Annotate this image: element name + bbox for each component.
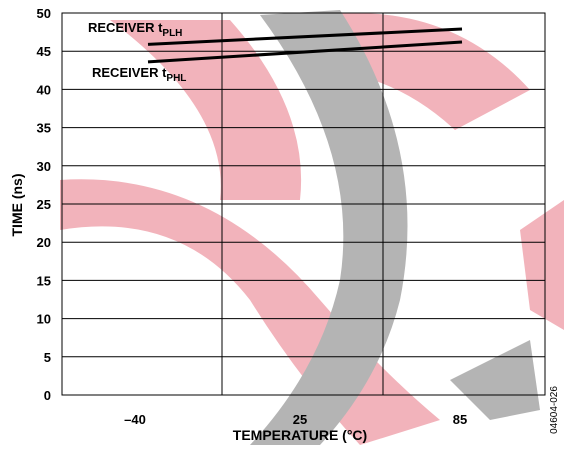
series-line-plh <box>147 27 463 46</box>
y-tick-label: 40 <box>37 82 51 97</box>
y-tick-label: 25 <box>37 197 51 212</box>
y-tick-label: 30 <box>37 159 51 174</box>
y-tick-labels: 0 5 10 15 20 25 30 35 40 45 50 <box>37 6 51 403</box>
y-tick-label: 15 <box>37 273 51 288</box>
x-tick-label: 25 <box>293 412 307 427</box>
series-labels: RECEIVER tPLH RECEIVER tPHL <box>88 20 186 84</box>
x-axis-label: TEMPERATURE (°C) <box>233 427 367 443</box>
series-label-plh: RECEIVER tPLH <box>88 20 182 39</box>
y-tick-label: 35 <box>37 121 51 136</box>
x-tick-label: –40 <box>124 412 146 427</box>
series-layer <box>147 27 463 64</box>
y-tick-label: 50 <box>37 6 51 21</box>
y-tick-label: 5 <box>44 350 51 365</box>
series-label-phl: RECEIVER tPHL <box>92 65 186 84</box>
watermark-logo <box>60 10 564 446</box>
y-axis-label: TIME (ns) <box>9 174 25 237</box>
y-tick-label: 10 <box>37 312 51 327</box>
x-tick-labels: –40 25 85 <box>124 412 467 427</box>
y-tick-label: 20 <box>37 235 51 250</box>
x-tick-label: 85 <box>453 412 467 427</box>
y-tick-label: 0 <box>44 388 51 403</box>
series-line-phl <box>147 40 463 64</box>
figure-code: 04604-026 <box>549 386 560 434</box>
plot-frame <box>61 12 546 396</box>
y-tick-label: 45 <box>37 44 51 59</box>
